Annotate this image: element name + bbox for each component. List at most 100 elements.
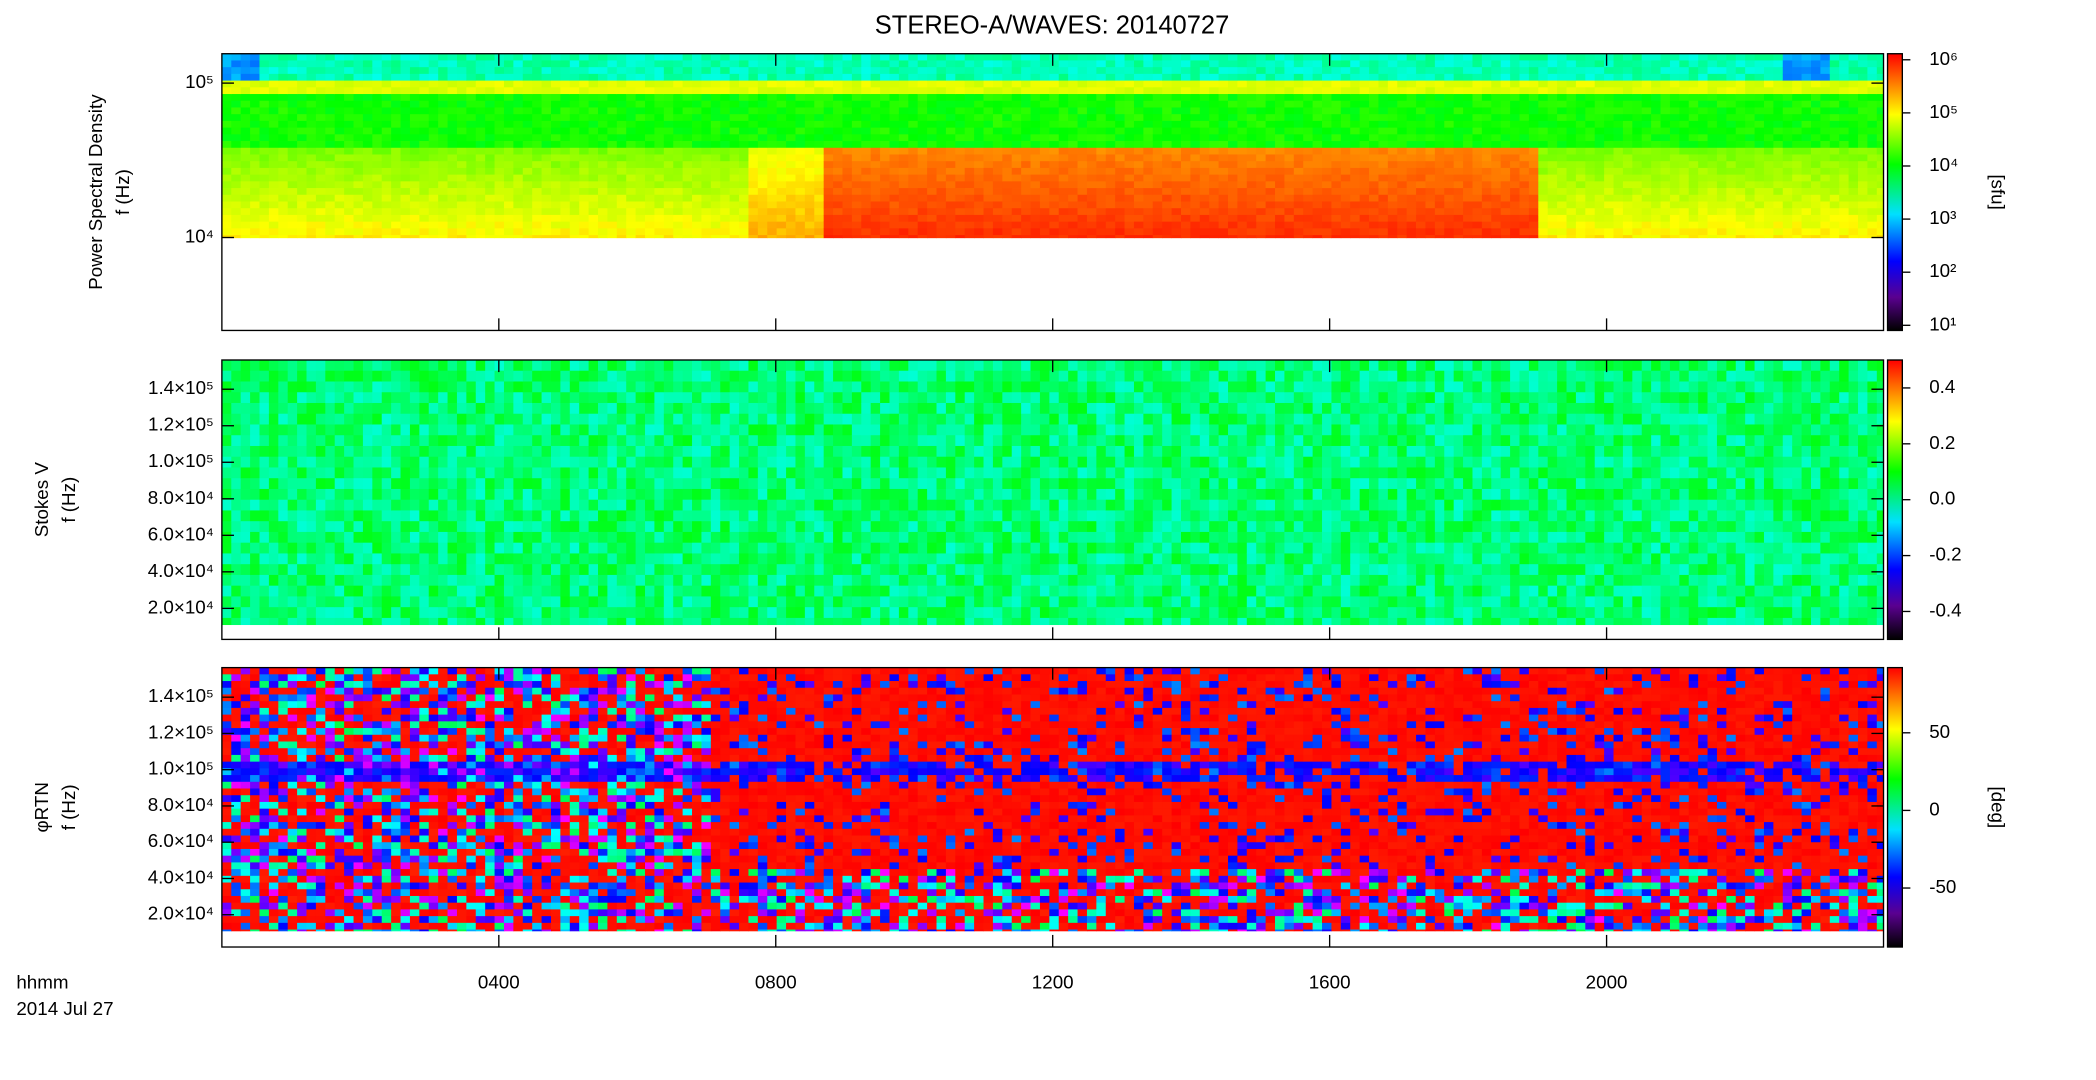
spectrogram-cell (955, 154, 965, 161)
spectrogram-cell (673, 235, 683, 238)
spectrogram-cell (1350, 175, 1360, 182)
spectrogram-cell (1623, 101, 1633, 108)
spectrogram-cell (1284, 148, 1294, 155)
spectrogram-cell (1407, 128, 1417, 135)
spectrogram-cell (1275, 228, 1285, 235)
spectrogram-cell (1463, 87, 1473, 94)
spectrogram-cell (1585, 154, 1595, 161)
spectrogram-cell (1284, 134, 1294, 141)
spectrogram-cell (1190, 134, 1200, 141)
spectrogram-cell (1416, 161, 1426, 168)
spectrogram-cell (457, 54, 467, 61)
spectrogram-cell (1219, 168, 1229, 175)
spectrogram-cell (1510, 188, 1520, 195)
spectrogram-cell (777, 175, 787, 182)
spectrogram-cell (1021, 87, 1031, 94)
spectrogram-cell (1125, 161, 1135, 168)
spectrogram-cell (673, 208, 683, 215)
spectrogram-cell (1002, 60, 1012, 67)
spectrogram-cell (1632, 154, 1642, 161)
spectrogram-cell (1059, 228, 1069, 235)
spectrogram-cell (692, 161, 702, 168)
spectrogram-cell (259, 228, 269, 235)
spectrogram-cell (1002, 128, 1012, 135)
spectrogram-cell (965, 101, 975, 108)
spectrogram-cell (683, 208, 693, 215)
spectrogram-cell (814, 81, 824, 88)
spectrogram-cell (391, 114, 401, 121)
spectrogram-cell (1284, 74, 1294, 81)
spectrogram-cell (636, 128, 646, 135)
spectrogram-cell (363, 161, 373, 168)
spectrogram-cell (1595, 107, 1605, 114)
spectrogram-cell (1378, 87, 1388, 94)
spectrogram-cell (1472, 101, 1482, 108)
spectrogram-cell (1209, 168, 1219, 175)
spectrogram-cell (824, 201, 834, 208)
spectrogram-cell (701, 60, 711, 67)
spectrogram-cell (1576, 74, 1586, 81)
spectrogram-cell (382, 74, 392, 81)
spectrogram-cell (777, 141, 787, 148)
spectrogram-cell (1134, 175, 1144, 182)
spectrogram-cell (1604, 81, 1614, 88)
spectrogram-cell (730, 74, 740, 81)
spectrogram-cell (542, 181, 552, 188)
spectrogram-cell (824, 54, 834, 61)
spectrogram-cell (1632, 128, 1642, 135)
spectrogram-cell (1463, 148, 1473, 155)
spectrogram-cell (1407, 67, 1417, 74)
spectrogram-cell (231, 195, 241, 202)
spectrogram-cell (1501, 81, 1511, 88)
spectrogram-cell (1350, 94, 1360, 101)
spectrogram-cell (880, 161, 890, 168)
spectrogram-cell (1002, 134, 1012, 141)
spectrogram-cell (1510, 134, 1520, 141)
spectrogram-cell (701, 121, 711, 128)
spectrogram-cell (448, 101, 458, 108)
spectrogram-cell (1266, 161, 1276, 168)
spectrogram-cell (382, 154, 392, 161)
spectrogram-cell (269, 74, 279, 81)
spectrogram-cell (1172, 67, 1182, 74)
spectrogram-cell (880, 54, 890, 61)
spectrogram-cell (739, 208, 749, 215)
spectrogram-cell (466, 188, 476, 195)
spectrogram-cell (1284, 54, 1294, 61)
spectrogram-cell (607, 168, 617, 175)
spectrogram-cell (739, 235, 749, 238)
spectrogram-cell (720, 67, 730, 74)
spectrogram-cell (1595, 141, 1605, 148)
spectrogram-cell (636, 222, 646, 229)
spectrogram-cell (701, 201, 711, 208)
spectrogram-cell (1266, 94, 1276, 101)
spectrogram-cell (1059, 101, 1069, 108)
spectrogram-cell (1096, 134, 1106, 141)
spectrogram-cell (1303, 175, 1313, 182)
spectrogram-cell (1106, 114, 1116, 121)
spectrogram-cell (1491, 94, 1501, 101)
spectrogram-cell (1228, 67, 1238, 74)
spectrogram-cell (1237, 114, 1247, 121)
spectrogram-cell (636, 87, 646, 94)
spectrogram-cell (880, 215, 890, 222)
spectrogram-cell (382, 148, 392, 155)
spectrogram-cell (523, 87, 533, 94)
spectrogram-cell (1595, 161, 1605, 168)
spectrogram-cell (730, 87, 740, 94)
spectrogram-cell (1623, 195, 1633, 202)
spectrogram-cell (419, 175, 429, 182)
spectrogram-cell (946, 168, 956, 175)
spectrogram-cell (570, 215, 580, 222)
spectrogram-cell (1576, 114, 1586, 121)
spectrogram-cell (288, 101, 298, 108)
spectrogram-cell (278, 128, 288, 135)
spectrogram-cell (1190, 235, 1200, 238)
spectrogram-cell (1040, 141, 1050, 148)
spectrogram-cell (316, 128, 326, 135)
spectrogram-cell (1115, 121, 1125, 128)
spectrogram-cell (579, 201, 589, 208)
spectrogram-cell (1548, 175, 1558, 182)
spectrogram-cell (1435, 114, 1445, 121)
spectrogram-cell (607, 60, 617, 67)
